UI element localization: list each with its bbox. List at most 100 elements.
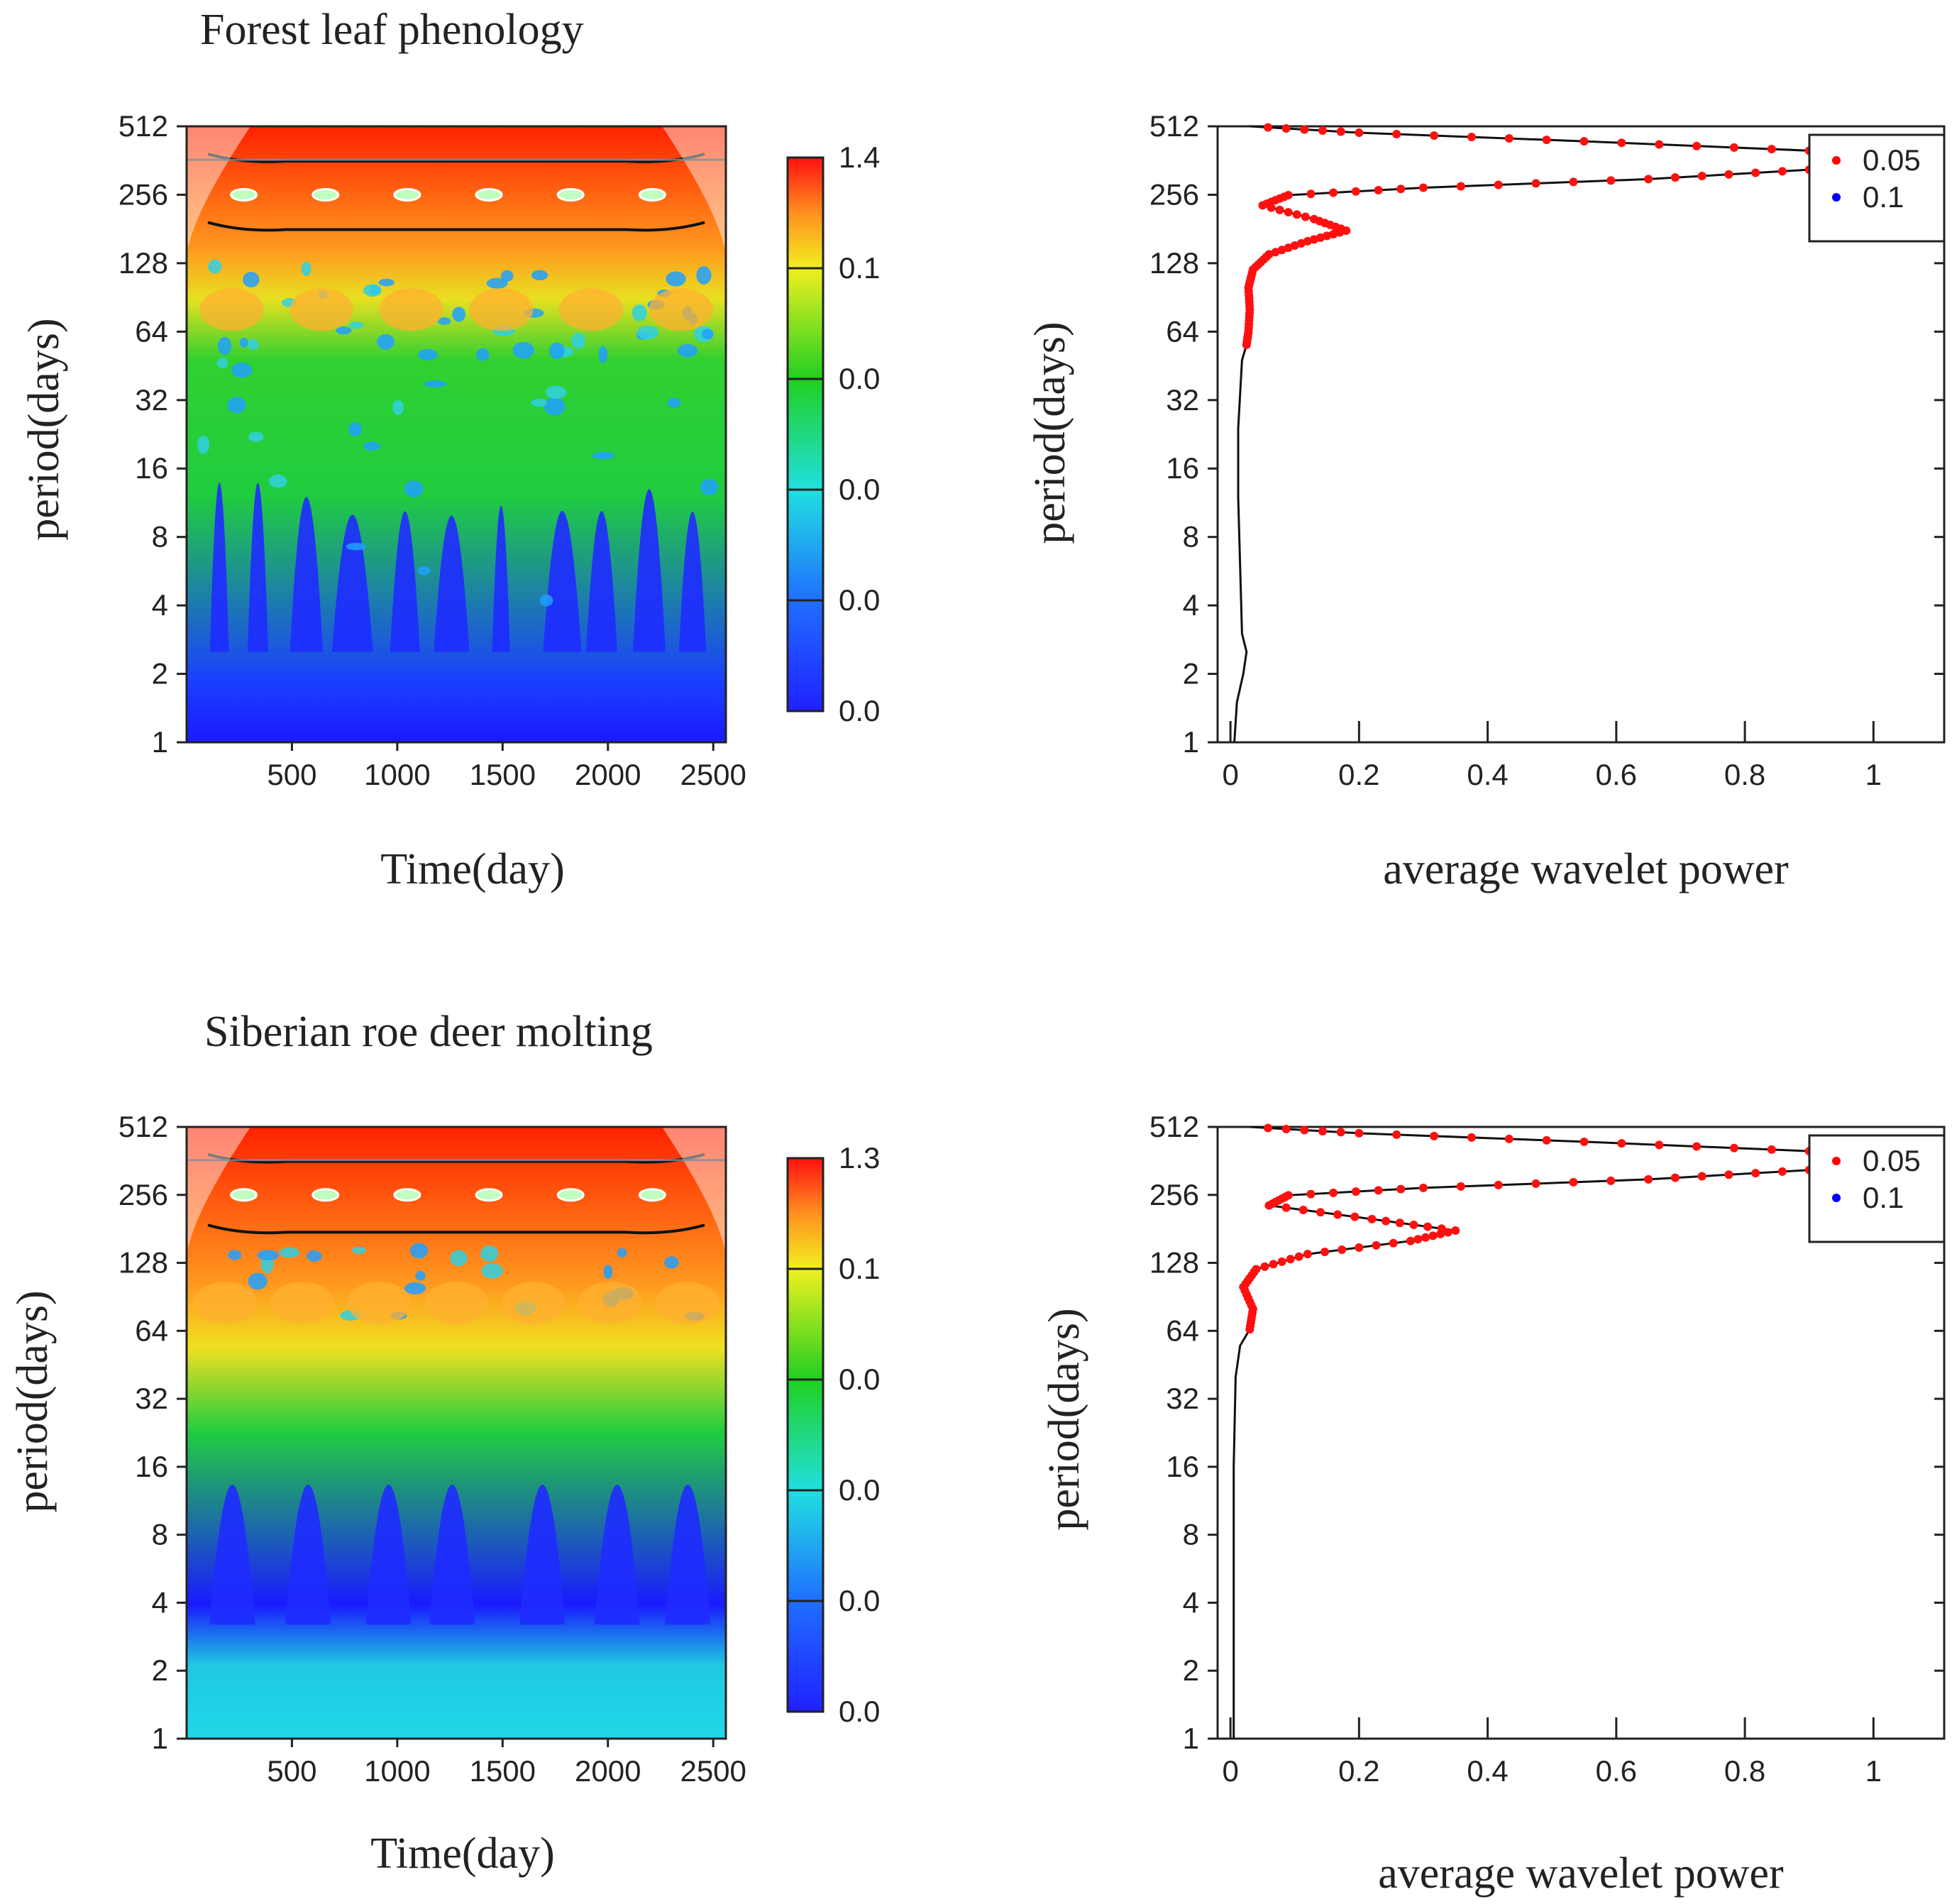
y-tick-label: 8: [152, 520, 168, 554]
y-tick-label: 64: [135, 314, 168, 348]
significant-point: [1277, 246, 1286, 255]
significant-point: [1309, 214, 1318, 224]
significant-point: [1413, 1235, 1423, 1244]
heatmap-low-power-streak: [665, 1485, 711, 1625]
significant-point: [1443, 1228, 1452, 1237]
heatmap-speckle: [301, 261, 311, 277]
heatmap-speckle: [377, 334, 395, 350]
x-tick-label: 2000: [575, 758, 641, 791]
heatmap-speckle: [539, 594, 553, 607]
significant-point: [1300, 1126, 1309, 1135]
cone-of-influence-left: [187, 1127, 250, 1255]
significant-point: [1301, 212, 1310, 221]
significant-point: [1374, 1186, 1383, 1195]
heatmap-ridge-hole: [638, 1188, 666, 1202]
heatmap-speckle: [617, 1248, 627, 1258]
significant-point: [1284, 190, 1293, 199]
heatmap-warm-blob: [578, 1282, 643, 1325]
significant-point: [1300, 125, 1309, 134]
heatmap-speckle: [415, 1270, 426, 1281]
y-tick-label: 32: [135, 1382, 168, 1415]
colorbar-forest: 1.4 0.1 0.0 0.0 0.0 0.0: [786, 141, 880, 727]
significant-point: [1329, 188, 1338, 197]
heatmap-speckle: [544, 397, 566, 416]
heatmap-speckle: [531, 398, 548, 407]
significant-point: [1318, 1126, 1328, 1135]
y-tick-label: 1: [1183, 725, 1199, 759]
heatmap-speckle: [450, 1250, 468, 1267]
heatmap-low-power-streak: [543, 511, 582, 652]
avg-power-plot-forest: 1 2 4 8 16 32 64 128 256 512 0 0.2 0.4 0.6 0.8 1 0.050.1: [1149, 109, 1946, 791]
significant-point: [1542, 1135, 1551, 1145]
heatmap-speckle: [257, 1250, 280, 1261]
heatmap-speckle: [239, 337, 248, 348]
significant-point: [1271, 248, 1280, 257]
significant-point: [1277, 1257, 1286, 1266]
heatmap-low-power-streak: [429, 1485, 475, 1625]
heatmap-speckle: [352, 1246, 366, 1255]
x-tick-label: 0.8: [1724, 1754, 1765, 1788]
heatmap-warm-blob: [290, 288, 353, 331]
significance-contour: [207, 221, 705, 232]
y-tick-label: 8: [1183, 520, 1199, 554]
heatmap-low-power-streak: [247, 483, 268, 652]
colorbar-label: 0.0: [839, 473, 880, 506]
significant-point: [1395, 1218, 1404, 1228]
significant-point: [1644, 175, 1653, 184]
heatmap-speckle: [500, 270, 514, 282]
heatmap-warm-blob: [501, 1282, 566, 1325]
y-tick-label: 512: [1149, 109, 1199, 143]
colorbar-label: 0.1: [839, 1252, 880, 1285]
heatmap-low-power-streak: [633, 489, 666, 652]
significant-point: [1338, 1245, 1347, 1255]
heatmap-speckle: [409, 1243, 429, 1259]
significant-point: [1428, 1231, 1438, 1240]
cone-of-influence-right: [662, 126, 726, 254]
significant-point: [1292, 210, 1301, 219]
avg-power-line: [1233, 125, 1874, 743]
x-tick-label: 0: [1222, 1754, 1238, 1788]
significant-point: [1333, 1210, 1342, 1219]
heatmap-speckle: [571, 332, 585, 350]
heatmap-background: [187, 1127, 726, 1739]
heatmap-warm-blob: [559, 288, 623, 331]
y-tick-label: 32: [1166, 1382, 1199, 1415]
significant-point: [1320, 1248, 1330, 1257]
x-tick-label: 500: [267, 758, 316, 791]
significant-point: [1697, 1172, 1706, 1181]
significant-point: [1281, 123, 1291, 133]
heatmap-warm-blob: [347, 1282, 412, 1325]
x-tick-label: 1500: [470, 1754, 536, 1788]
significant-point: [1284, 1191, 1293, 1200]
significant-point: [1579, 137, 1589, 146]
heatmap-speckle: [363, 284, 382, 297]
colorbar-label: 0.0: [839, 1695, 880, 1728]
y-tick-label: 512: [1149, 1110, 1199, 1143]
heatmap-speckle: [243, 272, 260, 287]
heatmap-low-power-streak: [209, 482, 229, 652]
significant-point: [1451, 1226, 1460, 1235]
heatmap-warm-blob: [469, 288, 534, 331]
significant-point: [1396, 185, 1406, 194]
heatmap-ridge-hole: [230, 187, 258, 202]
y-tick-label: 2: [152, 657, 168, 690]
x-tick-label: 1500: [470, 758, 536, 791]
heatmap-speckle: [208, 259, 222, 274]
significant-point: [1409, 1220, 1418, 1229]
significant-point: [1281, 1203, 1291, 1212]
y-tick-label: 1: [1183, 1722, 1199, 1755]
heatmap-speckle: [700, 478, 719, 495]
significant-point: [1751, 1169, 1760, 1178]
significant-point: [1367, 1214, 1377, 1223]
colorbar-label: 0.0: [839, 1473, 880, 1507]
heatmap-speckle: [666, 271, 686, 287]
legend-label: 0.1: [1863, 1181, 1904, 1214]
heatmap-warm-blob: [270, 1282, 334, 1325]
y-axis-label-avg-deer: period(days): [1040, 1308, 1088, 1530]
y-tick-label: 256: [118, 1178, 168, 1211]
significant-point: [1396, 1184, 1406, 1194]
significant-point: [1655, 1140, 1664, 1150]
heatmap-low-power-streak: [365, 1485, 412, 1625]
heatmap-speckle: [417, 348, 438, 361]
heatmap-speckle: [664, 1256, 679, 1269]
